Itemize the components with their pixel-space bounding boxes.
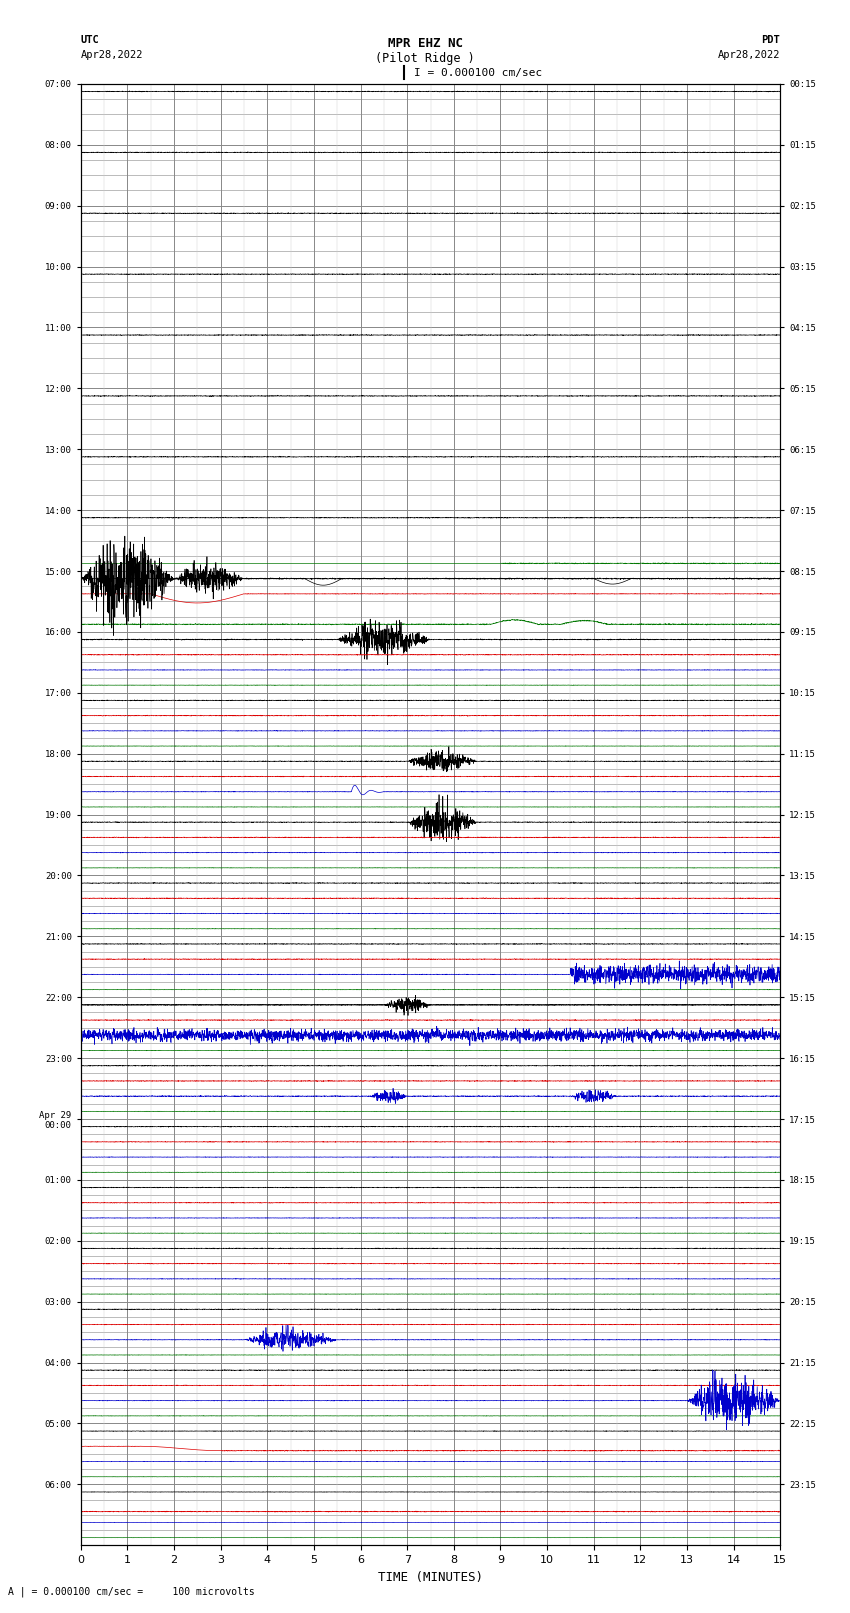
Text: MPR EHZ NC: MPR EHZ NC [388, 37, 462, 50]
Text: PDT: PDT [762, 35, 780, 45]
Text: (Pilot Ridge ): (Pilot Ridge ) [375, 52, 475, 65]
Text: Apr28,2022: Apr28,2022 [717, 50, 780, 60]
Text: A | = 0.000100 cm/sec =     100 microvolts: A | = 0.000100 cm/sec = 100 microvolts [8, 1586, 255, 1597]
Text: I = 0.000100 cm/sec: I = 0.000100 cm/sec [414, 68, 542, 77]
Text: Apr28,2022: Apr28,2022 [81, 50, 144, 60]
Text: UTC: UTC [81, 35, 99, 45]
X-axis label: TIME (MINUTES): TIME (MINUTES) [378, 1571, 483, 1584]
